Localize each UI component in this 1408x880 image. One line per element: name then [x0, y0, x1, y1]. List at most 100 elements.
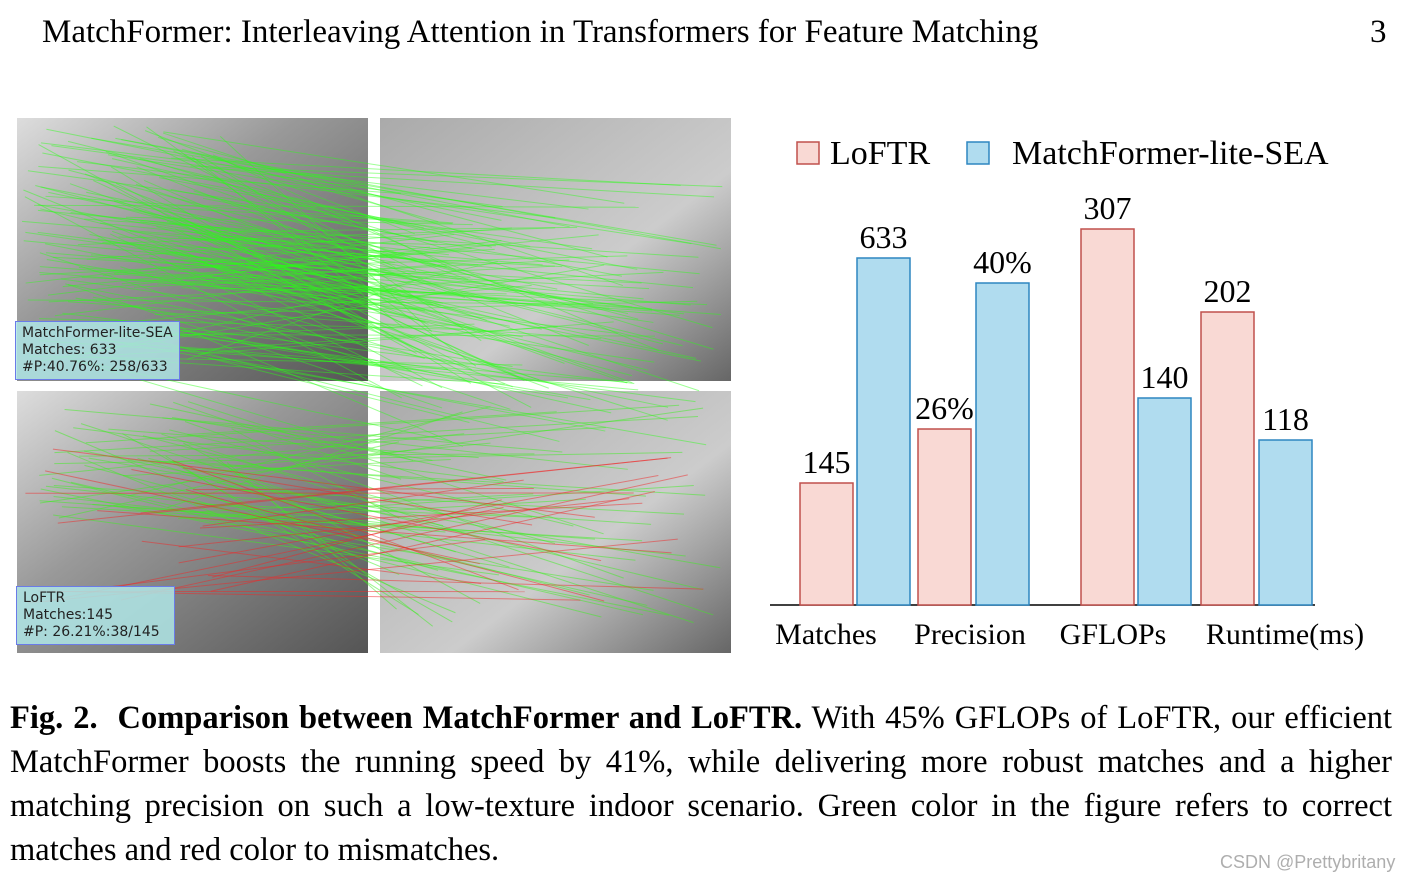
match-line — [23, 240, 644, 300]
bar-chart-svg: 145 633 Matches 26% 40% Precision 307 140 GFLOPs… — [770, 135, 1364, 651]
match-line — [111, 230, 540, 381]
match-line — [173, 270, 610, 309]
mismatch-line — [141, 540, 482, 584]
match-line — [92, 296, 612, 414]
match-line — [203, 284, 618, 334]
match-line — [85, 404, 680, 444]
match-line — [105, 151, 469, 281]
image-panel — [380, 118, 731, 381]
match-line — [110, 233, 423, 387]
match-line — [156, 226, 487, 321]
match-line — [67, 452, 456, 614]
match-line — [120, 266, 425, 359]
watermark: CSDN @Prettybritany — [1220, 852, 1396, 872]
match-line — [163, 131, 625, 204]
bar-LoFTR-Precision — [917, 428, 972, 606]
match-line — [102, 241, 563, 268]
top-method: MatchFormer-lite-SEA — [22, 325, 173, 341]
match-line — [54, 451, 683, 465]
match-line — [148, 256, 668, 421]
data-label: 40% — [973, 244, 1032, 280]
category-label: Precision — [914, 618, 1026, 651]
match-line — [23, 189, 513, 388]
mismatch-line — [131, 468, 602, 562]
top-matches: Matches: 633 — [22, 342, 117, 358]
match-line — [39, 271, 441, 306]
bottom-precision: #P: 26.21%:38/145 — [23, 624, 160, 640]
match-line — [159, 325, 591, 401]
match-line — [157, 263, 450, 285]
bar-LoFTR-GFLOPs — [1080, 228, 1135, 606]
match-line — [172, 282, 653, 312]
match-line — [45, 485, 686, 557]
match-line — [115, 182, 473, 371]
data-label: 118 — [1262, 401, 1309, 437]
match-line — [159, 177, 638, 270]
match-line — [65, 283, 443, 409]
match-line — [51, 477, 602, 618]
match-line — [115, 137, 721, 250]
match-line — [86, 191, 447, 268]
match-line — [98, 333, 655, 337]
match-line — [148, 457, 703, 591]
match-line — [183, 260, 642, 284]
match-line — [40, 186, 558, 290]
top-panel-label: MatchFormer-lite-SEA Matches: 633 #P:40.… — [15, 321, 180, 380]
match-line — [198, 235, 532, 408]
match-line — [84, 173, 402, 296]
match-line — [127, 406, 491, 497]
data-label: 633 — [860, 219, 908, 255]
match-line — [121, 247, 472, 285]
match-line — [162, 417, 628, 470]
bottom-panel-label: LoFTR Matches:145 #P: 26.21%:38/145 — [16, 586, 175, 645]
match-line — [133, 208, 664, 345]
match-line — [158, 255, 628, 270]
match-line — [77, 161, 556, 219]
mismatch-line — [182, 467, 533, 526]
match-line — [47, 240, 502, 296]
match-line — [90, 254, 471, 278]
match-line — [62, 234, 599, 288]
match-line — [158, 136, 608, 258]
match-line — [144, 130, 415, 235]
match-line — [190, 165, 723, 188]
mismatch-line — [120, 474, 688, 601]
mismatch-line — [202, 479, 524, 527]
bottom-method: LoFTR — [23, 590, 66, 606]
match-line — [187, 401, 604, 535]
legend-swatch — [796, 141, 820, 165]
match-line — [174, 258, 510, 327]
match-line — [39, 433, 465, 476]
match-line — [40, 488, 669, 616]
match-line — [67, 283, 669, 408]
mismatch-line — [185, 489, 605, 602]
match-line — [68, 169, 639, 320]
match-line — [173, 324, 464, 447]
match-line — [40, 208, 542, 330]
match-line — [214, 229, 683, 347]
data-label: 202 — [1204, 273, 1252, 309]
match-line — [159, 207, 453, 225]
bottom-matches: Matches:145 — [23, 607, 114, 623]
match-line — [113, 200, 565, 364]
match-line — [25, 231, 654, 323]
match-line — [79, 453, 535, 457]
match-line — [190, 254, 443, 389]
match-line — [51, 145, 503, 208]
match-line — [140, 221, 396, 263]
match-line — [34, 204, 639, 208]
match-line — [67, 301, 602, 340]
match-line — [154, 300, 698, 316]
bar-MatchFormer-lite-SEA-Matches — [856, 257, 911, 606]
mismatch-line — [178, 475, 659, 564]
match-line — [60, 278, 655, 363]
match-line — [37, 204, 594, 305]
match-line — [114, 273, 680, 316]
match-line — [195, 502, 648, 606]
match-line — [121, 139, 570, 228]
mismatch-line — [207, 574, 704, 590]
match-line — [219, 135, 433, 332]
match-line — [102, 246, 431, 277]
match-line — [69, 183, 633, 384]
match-line — [201, 442, 491, 470]
